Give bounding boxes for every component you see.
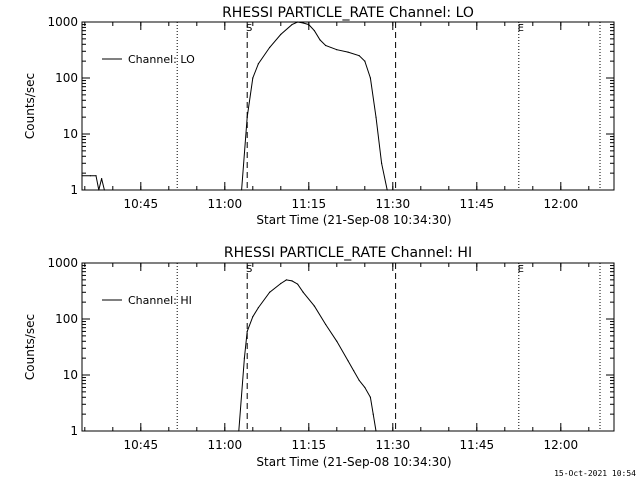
data-point — [297, 283, 299, 285]
y-tick-label: 100 — [55, 71, 78, 85]
data-point — [103, 189, 105, 191]
chart-title: RHESSI PARTICLE_RATE Channel: HI — [224, 245, 472, 261]
legend-label: Channel: HI — [128, 294, 192, 307]
y-axis-label: Counts/sec — [23, 314, 37, 380]
footer-timestamp: 15-Oct-2021 10:54 — [554, 469, 636, 478]
x-axis-label: Start Time (21-Sep-08 10:34:30) — [256, 213, 451, 227]
chart-panel-2: RHESSI PARTICLE_RATE Channel: HI Start Ti… — [23, 245, 615, 469]
data-point — [336, 49, 338, 51]
data-point — [297, 21, 299, 23]
x-tick-label: 10:45 — [124, 197, 159, 211]
data-point — [364, 60, 366, 62]
data-point — [347, 51, 349, 53]
data-point — [81, 175, 83, 177]
data-point — [101, 177, 103, 180]
x-axis-label: Start Time (21-Sep-08 10:34:30) — [256, 455, 451, 469]
data-point — [364, 386, 366, 389]
data-point — [375, 116, 377, 118]
data-point — [353, 369, 355, 372]
data-point — [246, 330, 248, 333]
y-tick-label: 10 — [63, 368, 78, 382]
x-tick-label: 12:00 — [544, 197, 579, 211]
data-point — [246, 116, 248, 118]
data-point — [280, 33, 282, 36]
data-point — [302, 22, 304, 24]
x-tick-label: 11:45 — [460, 197, 495, 211]
plot-frame — [81, 262, 615, 432]
data-point — [347, 360, 349, 362]
data-point — [291, 280, 293, 282]
data-point — [252, 77, 254, 79]
legend-label: Channel: LO — [128, 53, 195, 66]
y-tick-label: 1 — [70, 183, 78, 197]
data-point — [325, 44, 327, 47]
data-point — [241, 189, 243, 191]
data-point — [375, 430, 377, 432]
data-point — [291, 23, 293, 26]
data-point — [302, 291, 304, 293]
x-tick-label: 11:15 — [292, 197, 327, 211]
x-tick-label: 11:15 — [292, 438, 327, 452]
data-point — [369, 396, 371, 398]
data-point — [369, 77, 371, 79]
marker-label: E — [518, 23, 524, 34]
data-point — [381, 162, 383, 164]
data-point — [98, 189, 100, 191]
data-point — [269, 291, 271, 293]
data-point — [313, 305, 315, 307]
data-point — [257, 306, 259, 309]
data-point — [319, 39, 321, 41]
y-tick-label: 1000 — [47, 256, 78, 270]
x-tick-label: 10:45 — [124, 438, 159, 452]
y-tick-label: 10 — [63, 127, 78, 141]
data-point — [372, 413, 374, 415]
data-point — [269, 46, 271, 49]
series-line-1 — [238, 279, 377, 432]
plot-frame — [81, 21, 615, 191]
marker-label: S — [246, 23, 252, 34]
x-tick-label: 11:00 — [208, 438, 243, 452]
data-point — [386, 189, 388, 191]
data-point — [358, 55, 360, 57]
y-axis-label: Counts/sec — [23, 73, 37, 139]
data-point — [257, 63, 259, 65]
y-tick-label: 1000 — [47, 15, 78, 29]
marker-label: S — [246, 264, 252, 275]
data-point — [308, 23, 310, 26]
data-point — [280, 282, 282, 285]
data-point — [89, 175, 91, 177]
data-point — [95, 175, 97, 177]
x-tick-label: 11:30 — [376, 197, 411, 211]
x-tick-label: 11:00 — [208, 197, 243, 211]
x-tick-label: 12:00 — [544, 438, 579, 452]
data-point — [238, 430, 240, 432]
data-point — [358, 379, 360, 382]
chart-title: RHESSI PARTICLE_RATE Channel: LO — [222, 5, 474, 21]
data-point — [336, 340, 338, 342]
data-point — [285, 279, 287, 281]
data-point — [325, 323, 327, 326]
x-tick-label: 11:45 — [460, 438, 495, 452]
y-tick-label: 1 — [70, 424, 78, 438]
data-point — [313, 30, 315, 32]
data-point — [252, 316, 254, 318]
data-point — [243, 357, 245, 359]
chart-panel-1: RHESSI PARTICLE_RATE Channel: LO Start Ti… — [23, 5, 615, 227]
marker-label: E — [518, 264, 524, 275]
series-line-1 — [82, 21, 388, 191]
y-tick-label: 100 — [55, 312, 78, 326]
x-tick-label: 11:30 — [376, 438, 411, 452]
